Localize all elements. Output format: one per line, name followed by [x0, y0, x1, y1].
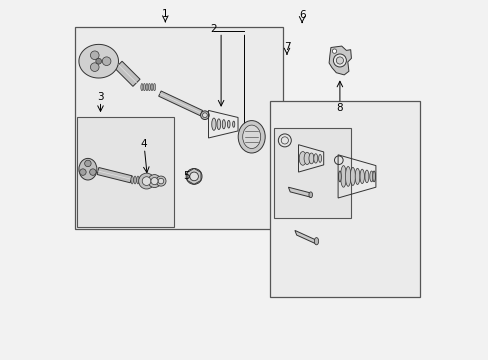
Ellipse shape: [148, 84, 150, 91]
Ellipse shape: [372, 171, 375, 182]
Polygon shape: [79, 44, 118, 78]
Circle shape: [156, 176, 166, 186]
Ellipse shape: [238, 121, 264, 153]
Circle shape: [96, 58, 102, 64]
Ellipse shape: [232, 121, 234, 127]
Bar: [75, 27, 283, 229]
Bar: [273, 128, 351, 218]
Polygon shape: [328, 46, 351, 75]
Text: 1: 1: [162, 9, 168, 19]
Text: 6: 6: [298, 10, 305, 20]
Circle shape: [80, 169, 86, 175]
Ellipse shape: [211, 118, 216, 130]
Circle shape: [139, 173, 154, 189]
Circle shape: [336, 57, 343, 64]
Ellipse shape: [338, 171, 341, 182]
Ellipse shape: [217, 119, 220, 130]
Circle shape: [142, 177, 151, 185]
Ellipse shape: [314, 238, 318, 245]
Ellipse shape: [304, 152, 309, 165]
Circle shape: [90, 51, 99, 60]
Circle shape: [89, 169, 96, 175]
Circle shape: [158, 178, 163, 184]
Ellipse shape: [143, 84, 145, 91]
Ellipse shape: [354, 168, 359, 184]
Ellipse shape: [340, 166, 346, 187]
Ellipse shape: [308, 153, 313, 164]
Text: 5: 5: [183, 171, 189, 181]
Ellipse shape: [141, 84, 142, 91]
Circle shape: [102, 57, 111, 66]
Circle shape: [148, 175, 161, 188]
Ellipse shape: [359, 169, 364, 184]
Polygon shape: [158, 91, 202, 116]
Circle shape: [333, 54, 346, 67]
Bar: [270, 101, 419, 297]
Circle shape: [186, 168, 202, 184]
Polygon shape: [294, 230, 316, 244]
Text: 8: 8: [336, 103, 343, 113]
Ellipse shape: [139, 176, 142, 184]
Ellipse shape: [369, 171, 373, 182]
Ellipse shape: [222, 120, 225, 129]
Ellipse shape: [313, 154, 317, 163]
Circle shape: [189, 172, 198, 181]
Text: 2: 2: [210, 24, 217, 34]
Ellipse shape: [145, 84, 148, 91]
Text: 3: 3: [97, 92, 103, 102]
Circle shape: [200, 111, 209, 120]
Ellipse shape: [79, 158, 97, 180]
Ellipse shape: [134, 176, 136, 184]
Polygon shape: [115, 61, 140, 86]
Ellipse shape: [345, 166, 350, 186]
Circle shape: [332, 49, 336, 53]
Ellipse shape: [364, 170, 368, 183]
Ellipse shape: [137, 176, 139, 184]
Circle shape: [151, 177, 158, 185]
Ellipse shape: [151, 84, 153, 91]
Ellipse shape: [153, 84, 155, 91]
Circle shape: [90, 63, 99, 71]
Ellipse shape: [227, 120, 229, 128]
Polygon shape: [97, 167, 132, 183]
Text: 7: 7: [283, 42, 290, 52]
Bar: [77, 117, 174, 227]
Polygon shape: [288, 187, 310, 197]
Ellipse shape: [349, 167, 355, 185]
Circle shape: [202, 113, 207, 118]
Text: 4: 4: [140, 139, 147, 149]
Ellipse shape: [242, 125, 260, 148]
Ellipse shape: [308, 192, 312, 198]
Ellipse shape: [318, 154, 321, 162]
Ellipse shape: [299, 152, 306, 165]
Circle shape: [84, 160, 91, 167]
Ellipse shape: [131, 176, 133, 184]
